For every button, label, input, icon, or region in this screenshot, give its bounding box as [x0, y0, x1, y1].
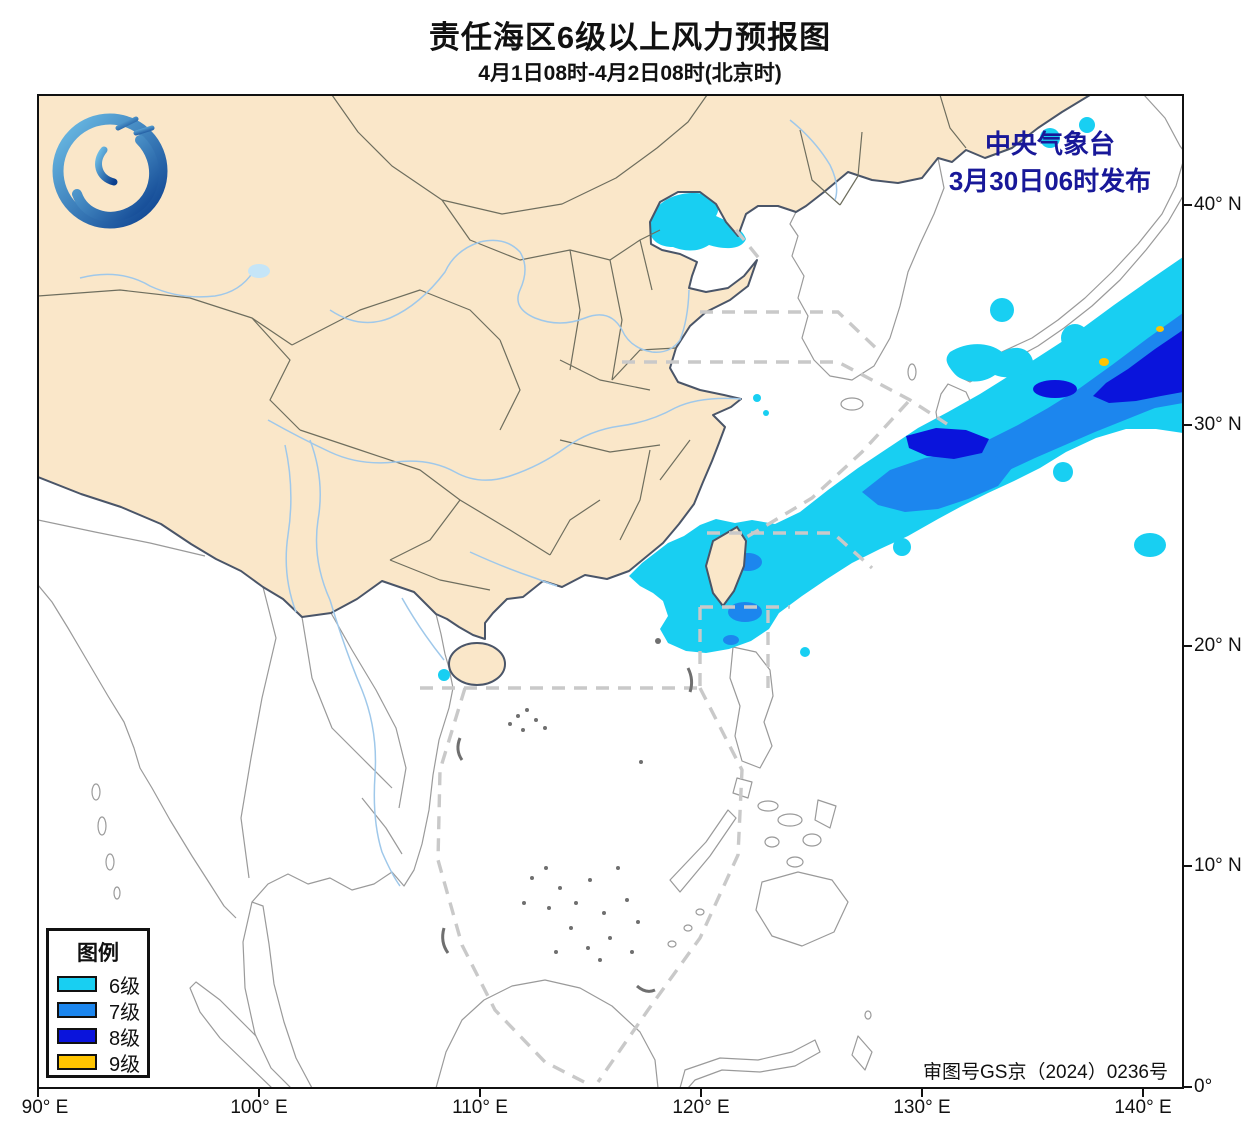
- sea-division-lines: [420, 228, 948, 1088]
- legend-item-level8: 8级: [57, 1027, 147, 1050]
- y-axis-label-30n: 30° N: [1194, 414, 1242, 435]
- map-review-number: 审图号GS京（2024）0236号: [923, 1062, 1168, 1083]
- level7-swatch: [57, 1002, 97, 1018]
- y-axis-label-10n: 10° N: [1194, 855, 1242, 876]
- legend-item-level6: 6级: [57, 975, 147, 998]
- map-frame: [37, 94, 1192, 1097]
- x-axis-label-90e: 90° E: [21, 1097, 69, 1118]
- south-china-sea-islets: [441, 638, 694, 993]
- x-axis-label-120e: 120° E: [672, 1097, 730, 1118]
- wind-area-level9: [1099, 326, 1164, 366]
- level6-swatch: [57, 976, 97, 992]
- level6-label: 6级: [109, 975, 141, 998]
- issuer-block: 中央气象台 3月30日06时发布: [905, 126, 1195, 200]
- level8-label: 8级: [109, 1027, 141, 1050]
- y-axis-label-40n: 40° N: [1194, 194, 1242, 215]
- legend-header: 图例: [77, 942, 119, 965]
- cma-logo-icon: [52, 113, 168, 229]
- x-axis-label-130e: 130° E: [893, 1097, 951, 1118]
- wind-area-level8: [906, 330, 1183, 459]
- x-axis-label-100e: 100° E: [230, 1097, 288, 1118]
- wind-area-level6: [438, 117, 1183, 681]
- rivers: [79, 119, 838, 887]
- qinghai-lake: [248, 264, 270, 278]
- level9-label: 9级: [109, 1053, 141, 1076]
- level7-label: 7级: [109, 1001, 141, 1024]
- hainan-island: [448, 642, 506, 686]
- y-axis-label-0: 0°: [1194, 1076, 1213, 1097]
- issue-time: 3月30日06时发布: [948, 166, 1152, 196]
- page-title: 责任海区6级以上风力预报图: [428, 20, 832, 55]
- legend: 图例 6级 7级 8级 9级: [46, 928, 150, 1078]
- china-landmass: [38, 95, 1091, 686]
- x-axis-label-140e: 140° E: [1114, 1097, 1172, 1118]
- legend-item-level9: 9级: [57, 1053, 147, 1076]
- province-borders: [38, 95, 967, 591]
- legend-item-level7: 7级: [57, 1001, 147, 1024]
- page-subtitle: 4月1日08时-4月2日08时(北京时): [478, 62, 782, 85]
- level8-swatch: [57, 1028, 97, 1044]
- indochina-coast-and-borders: [38, 519, 454, 919]
- issuer-name: 中央气象台: [984, 129, 1115, 159]
- level9-swatch: [57, 1054, 97, 1070]
- x-axis-label-110e: 110° E: [452, 1097, 508, 1118]
- y-axis-label-20n: 20° N: [1194, 635, 1242, 656]
